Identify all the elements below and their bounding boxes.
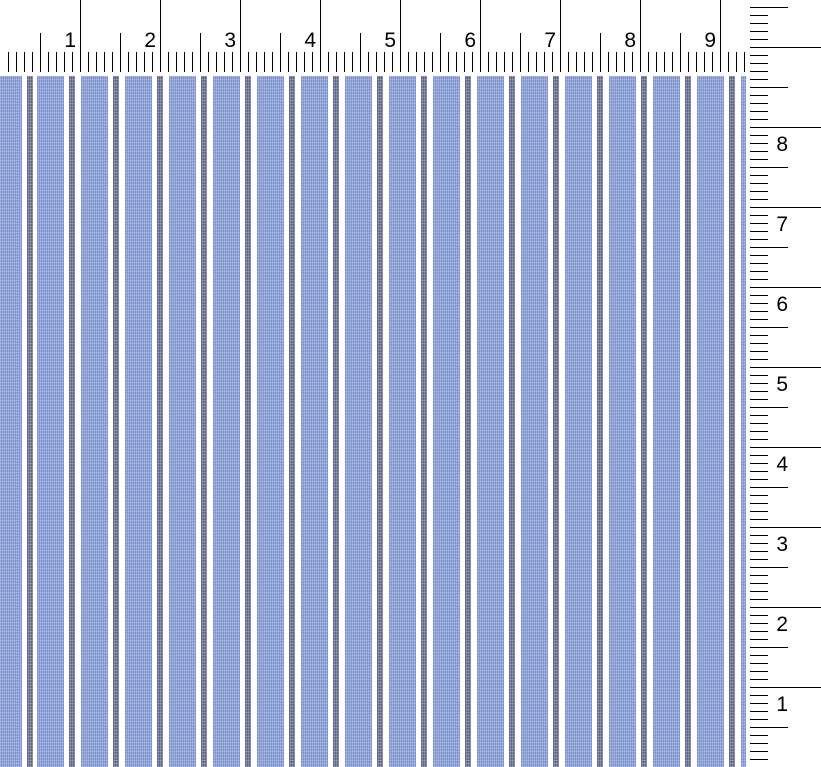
ruler-label: 1 — [64, 29, 76, 52]
ruler-label: 5 — [776, 373, 788, 396]
ruler-label: 1 — [776, 693, 788, 716]
ruler-label: 7 — [544, 29, 556, 52]
ruler-label: 3 — [776, 533, 788, 556]
ruler-label: 7 — [776, 213, 788, 236]
ruler-label: 6 — [464, 29, 476, 52]
ruler-label: 2 — [776, 613, 788, 636]
right-ruler: 1 2 3 4 5 6 7 8 — [750, 7, 821, 760]
ruler-label: 4 — [304, 29, 316, 52]
ruler-label: 6 — [776, 293, 788, 316]
ruler-label: 2 — [144, 29, 156, 52]
ruler-label: 3 — [224, 29, 236, 52]
striped-fabric-swatch — [0, 76, 746, 767]
top-ruler: 1 2 3 4 5 6 7 8 9 — [8, 0, 745, 72]
ruler-label: 9 — [704, 29, 716, 52]
ruler-label: 8 — [776, 133, 788, 156]
ruler-label: 8 — [624, 29, 636, 52]
ruler-label: 4 — [776, 453, 788, 476]
ruler-label: 5 — [384, 29, 396, 52]
